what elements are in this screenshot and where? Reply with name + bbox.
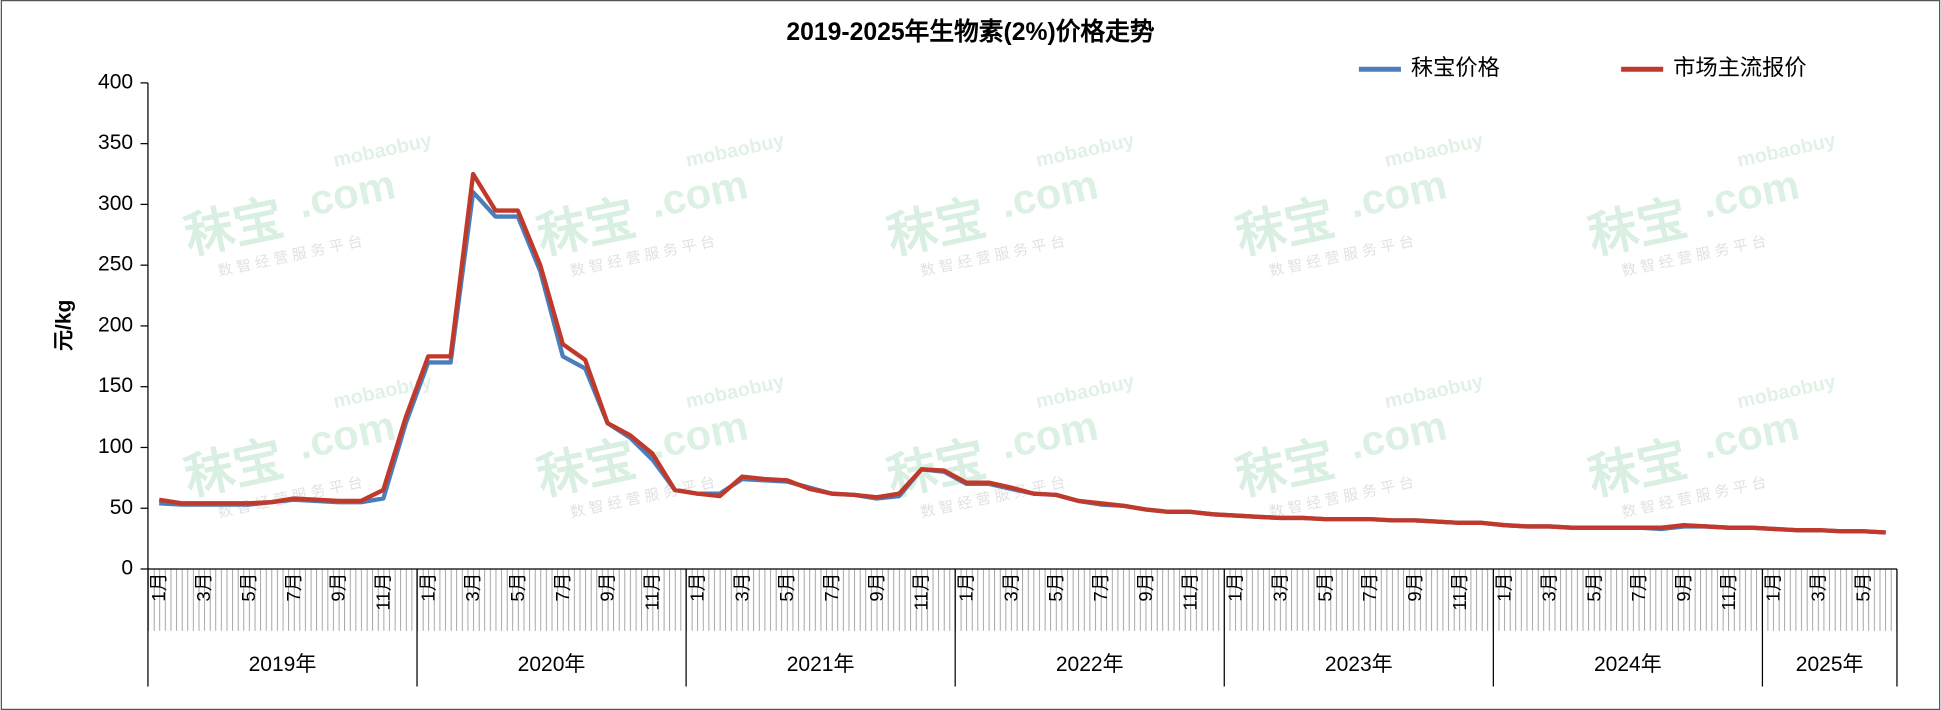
series-line xyxy=(158,171,1886,535)
x-tick-label: 5月 xyxy=(776,573,797,602)
x-tick-label: 5月 xyxy=(1045,573,1066,602)
year-label: 2020年 xyxy=(518,653,586,676)
x-tick-label: 3月 xyxy=(731,573,752,602)
x-tick-label: 5月 xyxy=(507,573,528,602)
axis-hatch xyxy=(147,568,1897,631)
x-tick-label: 5月 xyxy=(238,573,259,602)
x-tick-label: 1月 xyxy=(686,573,707,602)
x-tick-label: 9月 xyxy=(1673,573,1694,602)
x-tick-label: 3月 xyxy=(462,573,483,602)
x-tick-label: 7月 xyxy=(1090,573,1111,602)
x-tick-label: 9月 xyxy=(328,573,349,602)
x-tick-label: 3月 xyxy=(193,573,214,602)
chart-title: 2019-2025年生物素(2%)价格走势 xyxy=(786,17,1154,46)
x-tick-label: 7月 xyxy=(283,573,304,602)
x-tick-label: 7月 xyxy=(821,573,842,602)
x-tick-label: 11月 xyxy=(911,573,932,611)
y-tick-label: 200 xyxy=(98,313,133,336)
year-label: 2022年 xyxy=(1056,653,1124,676)
x-tick-label: 1月 xyxy=(417,573,438,602)
x-tick-label: 5月 xyxy=(1314,573,1335,602)
x-tick-label: 11月 xyxy=(1449,573,1470,611)
x-tick-label: 3月 xyxy=(1000,573,1021,602)
legend-label: 秣宝价格 xyxy=(1411,55,1500,80)
x-tick-label: 11月 xyxy=(372,573,393,611)
x-tick-label: 11月 xyxy=(1180,573,1201,611)
x-tick-label: 9月 xyxy=(597,573,618,602)
year-label: 2025年 xyxy=(1796,653,1864,676)
x-tick-label: 3月 xyxy=(1269,573,1290,602)
y-tick-label: 400 xyxy=(98,70,133,93)
y-tick-label: 100 xyxy=(98,435,133,458)
x-tick-label: 11月 xyxy=(1718,573,1739,611)
x-tick-label: 3月 xyxy=(1808,573,1829,602)
x-tick-label: 1月 xyxy=(1225,573,1246,602)
y-tick-label: 250 xyxy=(98,253,133,276)
y-tick-label: 0 xyxy=(121,557,133,580)
x-tick-label: 5月 xyxy=(1852,573,1873,602)
year-label: 2021年 xyxy=(787,653,855,676)
x-tick-label: 1月 xyxy=(1494,573,1515,602)
x-tick-label: 9月 xyxy=(1135,573,1156,602)
year-label: 2023年 xyxy=(1325,653,1393,676)
x-tick-label: 7月 xyxy=(552,573,573,602)
year-label: 2024年 xyxy=(1594,653,1662,676)
y-axis-label: 元/kg xyxy=(53,300,76,351)
x-tick-label: 9月 xyxy=(866,573,887,602)
x-tick-label: 7月 xyxy=(1359,573,1380,602)
x-tick-label: 11月 xyxy=(642,573,663,611)
x-tick-label: 3月 xyxy=(1538,573,1559,602)
y-tick-label: 300 xyxy=(98,192,133,215)
y-tick-label: 350 xyxy=(98,131,133,154)
x-tick-label: 7月 xyxy=(1628,573,1649,602)
x-tick-label: 1月 xyxy=(148,573,169,602)
x-tick-label: 1月 xyxy=(955,573,976,602)
legend-label: 市场主流报价 xyxy=(1673,55,1807,80)
y-tick-label: 150 xyxy=(98,374,133,397)
x-tick-label: 9月 xyxy=(1404,573,1425,602)
x-tick-label: 5月 xyxy=(1583,573,1604,602)
y-tick-label: 50 xyxy=(110,496,133,519)
x-tick-label: 1月 xyxy=(1763,573,1784,602)
year-label: 2019年 xyxy=(249,653,317,676)
